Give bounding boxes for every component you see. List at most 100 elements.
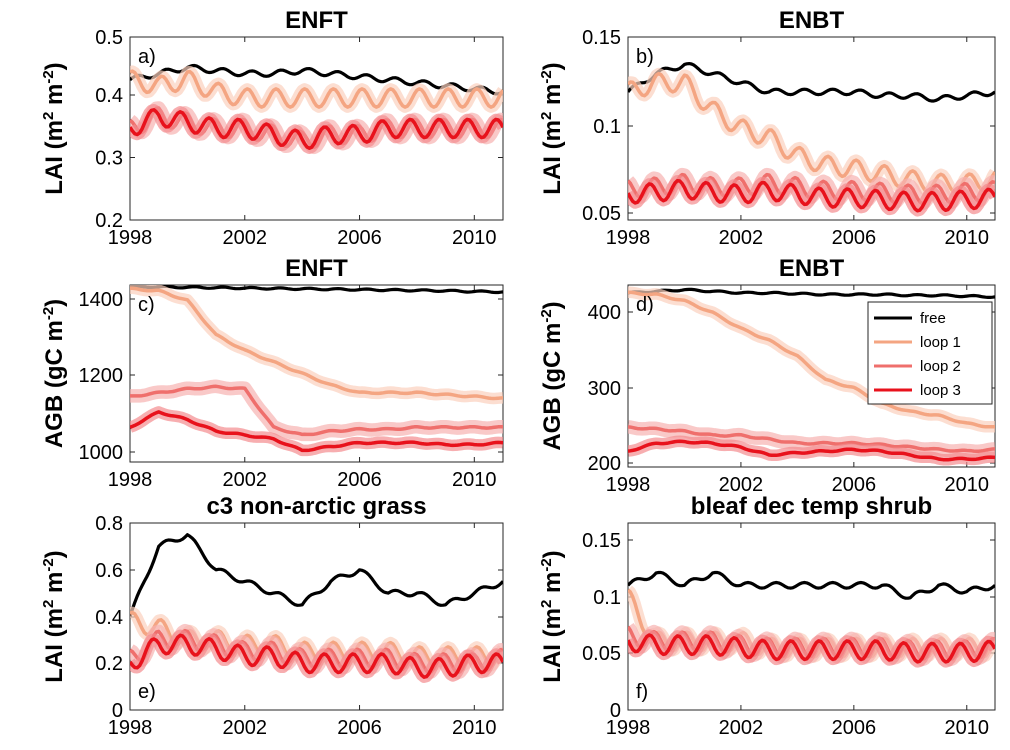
y-tick-label: 0.8: [95, 513, 123, 535]
y-axis-label-main: AGB (gC m: [41, 320, 68, 448]
y-axis-label: AGB (gC m-2): [538, 301, 566, 450]
x-tick-label: 2002: [223, 227, 268, 249]
x-tick-label: 2006: [832, 227, 877, 249]
y-axis-label-end: ): [539, 301, 566, 309]
x-tick-label: 2010: [945, 227, 990, 249]
y-axis-label: LAI (m2 m-2): [40, 550, 68, 682]
series-line-loop-3: [628, 178, 995, 213]
y-axis-label-end: ): [539, 550, 566, 558]
panel-title: c3 non-arctic grass: [206, 493, 426, 520]
panel-letter: e): [138, 681, 156, 703]
y-tick-label: 0.6: [95, 560, 123, 582]
series-line-loop-1: [130, 69, 503, 109]
panel-a: 1998 2002 2006 2010 0.2 0.3 0.4 0.5 ENFT LAI (m2 …: [40, 7, 504, 249]
y-tick-label: 400: [588, 302, 621, 324]
y-axis-label: LAI (m2 m-2): [538, 550, 566, 682]
axes-box: [627, 36, 996, 221]
series-line-loop-3: [628, 439, 995, 462]
y-axis-label-sup1: 2: [538, 600, 555, 608]
y-tick-label: 1400: [79, 289, 124, 311]
series-group: [628, 61, 995, 217]
x-tick-label: 2002: [719, 227, 764, 249]
panel-letter: a): [138, 46, 156, 68]
series-line-free: [130, 533, 503, 618]
y-axis-label-end: ): [41, 299, 68, 307]
x-tick-label: 2010: [945, 717, 990, 739]
legend-label: free: [920, 310, 946, 327]
y-axis-label-sup2: -2: [538, 558, 555, 571]
series-line-loop-3: [130, 410, 503, 453]
panel-title: ENFT: [285, 255, 348, 282]
x-tick-label: 2006: [832, 717, 877, 739]
y-tick-label: 0.05: [582, 203, 621, 225]
series-group: [130, 533, 503, 683]
panel-letter: f): [636, 681, 648, 703]
x-tick-label: 2010: [945, 474, 990, 496]
x-tick-label: 1998: [108, 717, 153, 739]
panel-d: 1998 2002 2006 2010 200 300 400 ENBT AGB (gC m-2…: [538, 255, 996, 496]
series-group: [628, 570, 995, 668]
y-axis-label-main: LAI (m: [539, 608, 566, 683]
series-line-loop-2: [130, 384, 503, 437]
y-tick-label: 0.15: [582, 530, 621, 552]
x-tick-label: 1998: [606, 227, 651, 249]
y-axis-label-end: ): [539, 62, 566, 70]
y-axis-label-sup2: -2: [538, 70, 555, 83]
series-line-loop-1: [130, 286, 503, 401]
panel-letter: d): [636, 294, 654, 316]
x-tick-label: 1998: [606, 474, 651, 496]
series-group: [628, 286, 995, 466]
legend-label: loop 3: [920, 382, 961, 399]
x-tick-label: 2002: [223, 469, 268, 491]
series-group: [130, 63, 503, 155]
y-tick-label: 0.4: [95, 607, 123, 629]
series-line-loop-3: [130, 108, 503, 150]
y-axis-label-mid: m: [41, 572, 68, 600]
y-tick-label: 200: [588, 453, 621, 475]
y-axis-label-sup1: -2: [40, 307, 57, 320]
y-tick-label: 0.2: [95, 653, 123, 675]
x-tick-label: 2006: [337, 227, 382, 249]
x-tick-label: 2010: [452, 469, 497, 491]
y-axis-label-main: AGB (gC m: [539, 323, 566, 451]
y-tick-label: 0.15: [582, 27, 621, 49]
x-tick-label: 2002: [719, 474, 764, 496]
x-tick-label: 1998: [606, 717, 651, 739]
y-axis-label-main: LAI (m: [41, 608, 68, 683]
y-axis-label-sup1: 2: [40, 112, 57, 120]
y-axis-label-sup1: 2: [538, 112, 555, 120]
x-tick-label: 1998: [108, 227, 153, 249]
series-line-loop-1: [628, 290, 995, 429]
series-line-loop-3: [130, 633, 503, 679]
y-tick-label: 0: [112, 700, 123, 722]
y-tick-label: 1200: [79, 365, 124, 387]
series-line-free: [628, 570, 995, 600]
series-line-free: [628, 61, 995, 103]
axes-box: [129, 522, 504, 711]
y-tick-label: 0: [610, 700, 621, 722]
x-tick-label: 1998: [108, 469, 153, 491]
y-axis-label-sup2: -2: [40, 70, 57, 83]
panel-f: 1998 2002 2006 2010 0 0.05 0.1 0.15 bleaf dec te…: [538, 493, 996, 739]
legend-label: loop 2: [920, 358, 961, 375]
y-tick-label: 0.2: [95, 210, 123, 232]
x-tick-label: 2002: [223, 717, 268, 739]
x-tick-label: 2010: [452, 227, 497, 249]
panel-c: 1998 2002 2006 2010 1000 1200 1400 ENFT AGB (gC …: [40, 255, 504, 491]
panel-b: 1998 2002 2006 2010 0.05 0.1 0.15 ENBT LAI (m2 m…: [538, 7, 996, 249]
y-tick-label: 0.5: [95, 27, 123, 49]
panel-title: ENBT: [779, 255, 845, 282]
axes-box: [627, 522, 996, 711]
panel-title: bleaf dec temp shrub: [691, 493, 932, 520]
y-axis-label: AGB (gC m-2): [40, 299, 68, 448]
series-group: [130, 285, 503, 457]
y-axis-label-mid: m: [41, 84, 68, 112]
legend: free loop 1 loop 2 loop 3: [867, 301, 993, 405]
y-axis-label-sup1: 2: [40, 600, 57, 608]
x-tick-label: 2006: [337, 469, 382, 491]
panel-e: 1998 2002 2006 2010 0 0.2 0.4 0.6 0.8 c3 non-arct…: [40, 493, 504, 739]
x-tick-label: 2006: [337, 717, 382, 739]
x-tick-label: 2010: [452, 717, 497, 739]
y-axis-label-sup1: -2: [538, 309, 555, 322]
